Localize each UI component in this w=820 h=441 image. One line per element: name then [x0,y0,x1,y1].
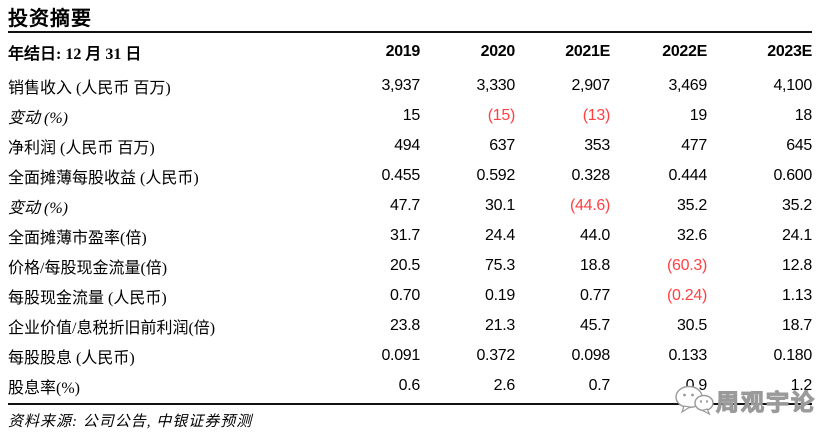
table-row: 股息率(%) 0.6 2.6 0.7 0.9 1.2 [8,371,812,401]
cell-value: 15 [402,107,421,124]
cell-value: 45.7 [580,317,610,334]
cell-value: 4,100 [773,77,812,94]
watermark-text: 周观宇论 [716,389,816,416]
table-row: 企业价值/息税折旧前利润(倍) 23.8 21.3 45.7 30.5 18.7 [8,311,812,341]
watermark: 周观宇论 [674,383,816,417]
cell-value: 35.2 [677,197,707,214]
header-col-2020: 2020 [480,43,516,60]
row-label: 变动 (%) [8,110,68,127]
cell-value: 0.77 [580,287,610,304]
top-rule [8,31,812,33]
cell-value: 637 [489,137,515,154]
cell-value: 24.4 [485,227,515,244]
cell-value: 3,469 [668,77,707,94]
cell-value: 645 [786,137,812,154]
cell-value: 20.5 [390,257,420,274]
cell-value: 18.7 [782,317,812,334]
cell-value: 2.6 [493,377,516,394]
header-col-2019: 2019 [385,43,421,60]
cell-value: 0.133 [668,347,707,364]
cell-value: 0.600 [773,167,812,184]
cell-value: 0.6 [398,377,421,394]
cell-value: 18 [794,107,813,124]
cell-value: 0.592 [476,167,515,184]
row-label: 股息率(%) [8,380,80,397]
cell-value: 0.455 [381,167,420,184]
table-row: 变动 (%) 47.7 30.1 (44.6) 35.2 35.2 [8,191,812,221]
cell-value: 0.091 [381,347,420,364]
cell-value: (44.6) [570,197,610,214]
row-label: 净利润 (人民币 百万) [8,140,155,157]
cell-value: 353 [584,137,610,154]
cell-value: 19 [689,107,708,124]
cell-value: (15) [487,107,516,124]
bottom-rule [8,403,812,405]
cell-value: 32.6 [677,227,707,244]
table-row: 每股股息 (人民币) 0.091 0.372 0.098 0.133 0.180 [8,341,812,371]
table-row: 销售收入 (人民币 百万) 3,937 3,330 2,907 3,469 4,100 [8,71,812,101]
table-row: 价格/每股现金流量(倍) 20.5 75.3 18.8 (60.3) 12.8 [8,251,812,281]
source-note: 资料来源: 公司公告, 中银证券预测 [8,414,253,430]
cell-value: 2,907 [571,77,610,94]
header-year-end-label: 年结日: 12 月 31 日 [8,46,142,63]
row-label: 变动 (%) [8,200,68,217]
table-row: 每股现金流量 (人民币) 0.70 0.19 0.77 (0.24) 1.13 [8,281,812,311]
table-row: 净利润 (人民币 百万) 494 637 353 477 645 [8,131,812,161]
cell-value: 3,937 [381,77,420,94]
cell-value: 1.13 [782,287,812,304]
cell-value: 35.2 [782,197,812,214]
cell-value: 18.8 [580,257,610,274]
header-col-2023e: 2023E [767,43,812,60]
cell-value: 12.8 [782,257,812,274]
cell-value: 31.7 [390,227,420,244]
row-label: 每股股息 (人民币) [8,350,135,367]
wechat-bubbles-icon [675,385,714,416]
row-label: 每股现金流量 (人民币) [8,290,167,307]
table-row: 全面摊薄市盈率(倍) 31.7 24.4 44.0 32.6 24.1 [8,221,812,251]
row-label: 销售收入 (人民币 百万) [8,80,171,97]
cell-value: 30.1 [485,197,515,214]
cell-value: (0.24) [667,287,707,304]
cell-value: 0.444 [668,167,707,184]
page-title: 投资摘要 [8,8,92,30]
cell-value: 23.8 [390,317,420,334]
row-label: 价格/每股现金流量(倍) [8,260,168,277]
row-label: 全面摊薄市盈率(倍) [8,230,147,247]
cell-value: (13) [582,107,611,124]
cell-value: 0.7 [588,377,611,394]
cell-value: 21.3 [485,317,515,334]
header-col-2022e: 2022E [662,43,707,60]
cell-value: 1.2 [790,377,813,394]
cell-value: 494 [394,137,420,154]
cell-value: 0.372 [476,347,515,364]
cell-value: (60.3) [667,257,707,274]
cell-value: 3,330 [476,77,515,94]
cell-value: 24.1 [782,227,812,244]
table-header-row: 年结日: 12 月 31 日 2019 2020 2021E 2022E 202… [8,33,812,71]
cell-value: 30.5 [677,317,707,334]
row-label: 企业价值/息税折旧前利润(倍) [8,320,216,337]
cell-value: 477 [681,137,707,154]
table-row: 变动 (%) 15 (15) (13) 19 18 [8,101,812,131]
table-row: 全面摊薄每股收益 (人民币) 0.455 0.592 0.328 0.444 0.600 [8,161,812,191]
cell-value: 47.7 [390,197,420,214]
cell-value: 44.0 [580,227,610,244]
header-col-2021e: 2021E [565,43,610,60]
cell-value: 0.328 [571,167,610,184]
cell-value: 0.70 [390,287,420,304]
financial-summary-table: 年结日: 12 月 31 日 2019 2020 2021E 2022E 202… [8,33,812,401]
cell-value: 0.19 [485,287,515,304]
cell-value: 75.3 [485,257,515,274]
cell-value: 0.180 [773,347,812,364]
row-label: 全面摊薄每股收益 (人民币) [8,170,199,187]
cell-value: 0.098 [571,347,610,364]
